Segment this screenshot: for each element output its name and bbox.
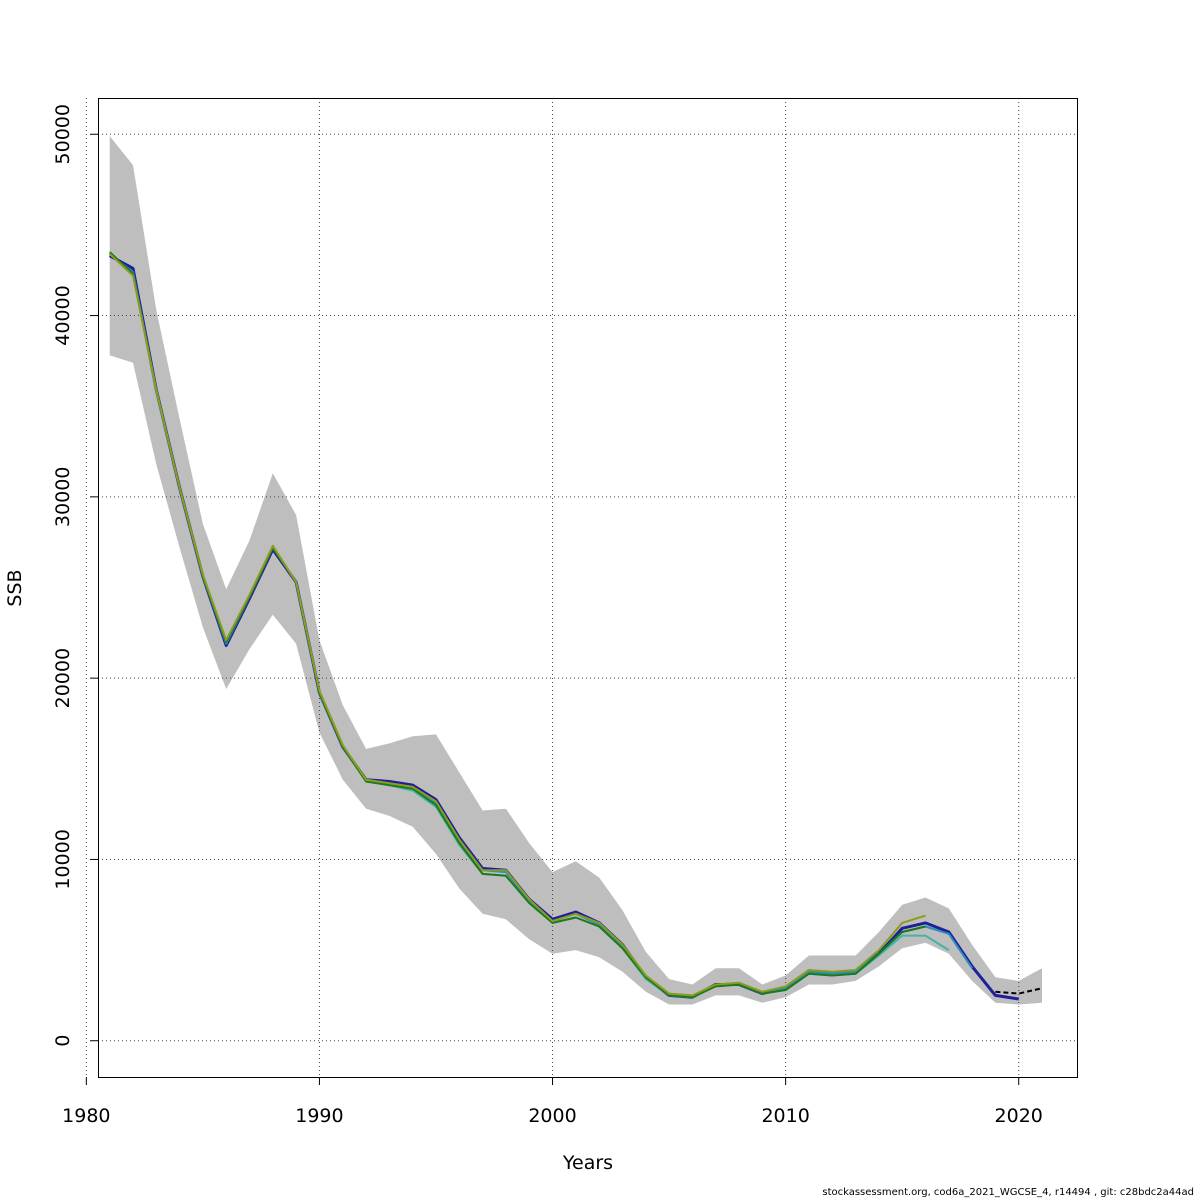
y-axis: 0 10000 20000 30000 40000 50000: [52, 104, 98, 1047]
y-tick-label: 40000: [52, 285, 74, 345]
series-layer: [108, 251, 1043, 1001]
y-axis-title: SSB: [4, 569, 26, 606]
y-tick-label: 0: [52, 1035, 74, 1047]
y-tick-label: 20000: [52, 648, 74, 708]
confidence-band: [109, 136, 1042, 1005]
y-tick-label: 10000: [52, 829, 74, 889]
y-tick-label: 50000: [52, 104, 74, 164]
x-tick-label: 2020: [995, 1105, 1043, 1127]
x-tick-label: 1990: [295, 1105, 343, 1127]
plot-frame: [98, 98, 1078, 1078]
series-line-5: [109, 253, 926, 997]
x-tick-label: 2000: [528, 1105, 576, 1127]
x-tick-label: 1980: [62, 1105, 110, 1127]
y-tick-label: 30000: [52, 467, 74, 527]
x-tick-label: 2010: [761, 1105, 809, 1127]
x-axis: 1980 1990 2000 2010 2020: [62, 1077, 1043, 1127]
footer-note: stockassessment.org, cod6a_2021_WGCSE_4,…: [822, 1187, 1194, 1198]
x-axis-title: Years: [562, 1152, 613, 1174]
confidence-band-layer: [109, 136, 1042, 1005]
